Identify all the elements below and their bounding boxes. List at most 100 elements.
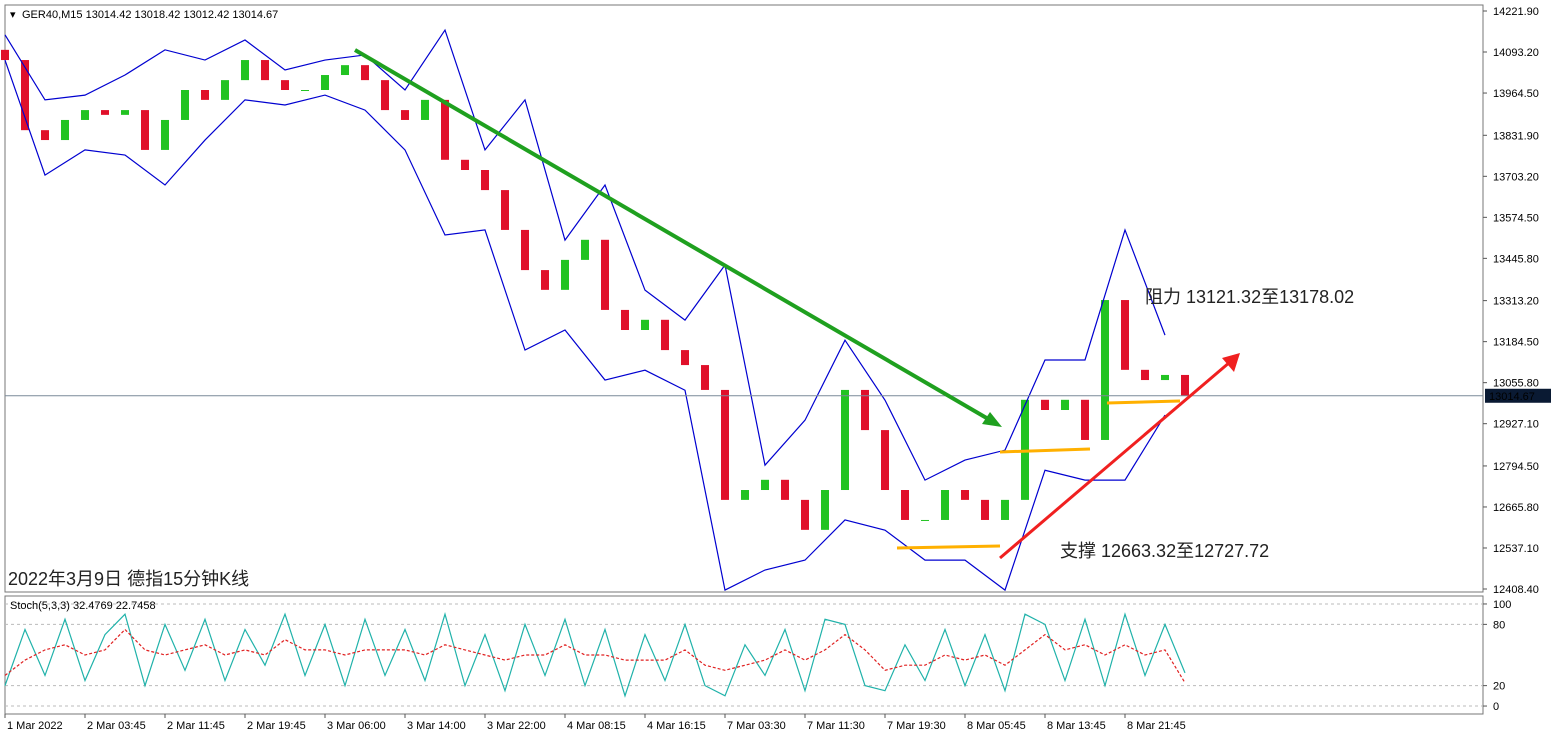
x-tick-label: 4 Mar 16:15 [647, 720, 706, 732]
candle [301, 90, 309, 92]
y-tick-label: 14221.90 [1493, 6, 1539, 18]
candle [1061, 399, 1069, 411]
candle [101, 110, 109, 115]
x-tick-label: 8 Mar 21:45 [1127, 720, 1186, 732]
candle [461, 159, 469, 171]
candle [161, 119, 169, 150]
candle [481, 170, 489, 191]
candle [281, 80, 289, 91]
candle [781, 479, 789, 500]
candle [261, 60, 269, 81]
candle [401, 110, 409, 120]
y-tick-label: 12537.10 [1493, 543, 1539, 555]
y-tick-label: 80 [1493, 619, 1505, 631]
stoch-panel [4, 595, 1484, 715]
last-price-box [1485, 388, 1551, 403]
candle [581, 239, 589, 260]
candle [521, 229, 529, 271]
y-tick-label: 12665.80 [1493, 502, 1539, 514]
candle [61, 119, 69, 141]
candle [1001, 499, 1009, 520]
x-tick-label: 7 Mar 19:30 [887, 720, 946, 732]
indicator-label: Stoch(5,3,3) 32.4769 22.7458 [10, 600, 156, 612]
support-line [896, 544, 1001, 550]
y-tick-label: 12794.50 [1493, 461, 1539, 473]
y-tick-label: 13574.50 [1493, 212, 1539, 224]
candle [441, 99, 449, 160]
chart-title: 2022年3月9日 德指15分钟K线 [8, 569, 249, 589]
stoch-line [4, 612, 1186, 698]
x-tick-label: 2 Mar 19:45 [247, 720, 306, 732]
x-tick-label: 1 Mar 2022 [7, 720, 63, 732]
candle [201, 90, 209, 100]
candle [141, 110, 149, 150]
candle [1101, 300, 1109, 440]
x-tick-label: 4 Mar 08:15 [567, 720, 626, 732]
trend-line-up [999, 360, 1231, 560]
last-price-label: 13014.67 [1489, 391, 1535, 403]
candle [901, 490, 909, 520]
candle [241, 60, 249, 81]
candle [941, 490, 949, 520]
candle [621, 309, 629, 331]
candle [341, 65, 349, 76]
y-tick-label: 13055.80 [1493, 378, 1539, 390]
bollinger-band [4, 28, 1166, 481]
candle [741, 490, 749, 500]
candle [121, 110, 129, 115]
candle [981, 499, 989, 520]
candle [881, 430, 889, 491]
candle [361, 65, 369, 81]
candle [801, 499, 809, 530]
annotation: 支撑 12663.32至12727.72 [1060, 541, 1269, 561]
x-tick-label: 3 Mar 06:00 [327, 720, 386, 732]
candle [861, 389, 869, 431]
candle [681, 350, 689, 366]
x-tick-label: 8 Mar 05:45 [967, 720, 1026, 732]
candle [221, 80, 229, 100]
candle [661, 319, 669, 351]
candle [421, 99, 429, 120]
candle [381, 80, 389, 111]
arrow-head [982, 412, 1002, 427]
x-tick-label: 3 Mar 22:00 [487, 720, 546, 732]
candle [701, 365, 709, 390]
trend-line-down [353, 48, 992, 422]
candle [1, 49, 9, 61]
x-tick-label: 8 Mar 13:45 [1047, 720, 1106, 732]
candle [1161, 374, 1169, 381]
y-tick-label: 13184.50 [1493, 337, 1539, 349]
candle [541, 270, 549, 290]
symbol-line: GER40,M15 13014.42 13018.42 13012.42 130… [22, 9, 278, 21]
y-tick-label: 0 [1493, 701, 1499, 713]
symbol-arrow: ▾ [10, 9, 16, 21]
y-tick-label: 12408.40 [1493, 584, 1539, 596]
y-tick-label: 100 [1493, 599, 1511, 611]
x-tick-label: 3 Mar 14:00 [407, 720, 466, 732]
support-line [1106, 399, 1181, 405]
y-tick-label: 12927.10 [1493, 419, 1539, 431]
main-panel [4, 4, 1484, 593]
candle [501, 190, 509, 230]
candle [181, 90, 189, 120]
x-tick-label: 7 Mar 03:30 [727, 720, 786, 732]
y-tick-label: 20 [1493, 681, 1505, 693]
candle [961, 490, 969, 500]
y-tick-label: 13831.90 [1493, 130, 1539, 142]
bollinger-band [4, 59, 1166, 592]
candle [641, 319, 649, 331]
candle [1141, 369, 1149, 381]
candle [1041, 399, 1049, 411]
candle [921, 519, 929, 521]
candle [1121, 300, 1129, 370]
y-tick-label: 13445.80 [1493, 253, 1539, 265]
x-tick-label: 2 Mar 03:45 [87, 720, 146, 732]
x-tick-label: 2 Mar 11:45 [167, 720, 225, 732]
x-tick-label: 7 Mar 11:30 [807, 720, 865, 732]
candle [321, 75, 329, 91]
y-tick-label: 13703.20 [1493, 171, 1539, 183]
y-tick-label: 13313.20 [1493, 296, 1539, 308]
